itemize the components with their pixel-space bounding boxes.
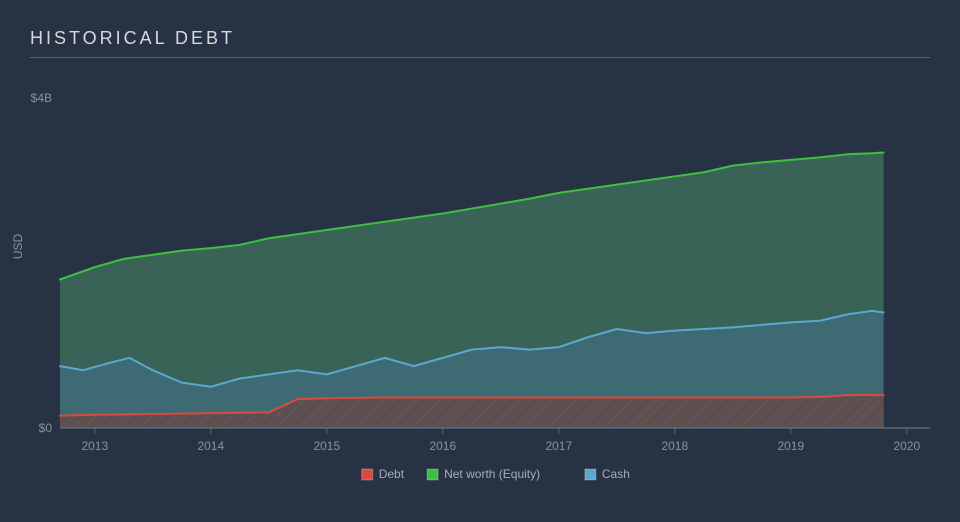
x-tick-label: 2014: [197, 439, 224, 453]
x-tick-label: 2020: [893, 439, 920, 453]
legend-label: Net worth (Equity): [444, 467, 540, 481]
x-tick-label: 2015: [313, 439, 340, 453]
chart-root: HISTORICAL DEBT 2013 2014 2015 2016 2017 2018…: [0, 0, 960, 522]
y-axis-label: USD: [11, 234, 25, 260]
y-tick-label: $4B: [31, 91, 52, 105]
x-tick-label: 2016: [429, 439, 456, 453]
x-tick-label: 2013: [81, 439, 108, 453]
title-block: HISTORICAL DEBT: [30, 28, 930, 58]
legend-swatch: [585, 469, 596, 480]
chart-svg: 2013 2014 2015 2016 2017 2018 2019 2020 $0 $4B USD…: [0, 70, 960, 490]
legend-swatch: [427, 469, 438, 480]
legend-label: Cash: [602, 467, 630, 481]
y-tick-label: $0: [39, 421, 53, 435]
legend-label: Debt: [379, 467, 405, 481]
x-tick-label: 2017: [545, 439, 572, 453]
title-rule: [30, 57, 930, 58]
plot-wrap: 2013 2014 2015 2016 2017 2018 2019 2020 $0 $4B USD…: [0, 70, 960, 490]
x-tick-label: 2019: [777, 439, 804, 453]
legend-swatch: [362, 469, 373, 480]
x-tick-label: 2018: [661, 439, 688, 453]
chart-title: HISTORICAL DEBT: [30, 28, 930, 49]
